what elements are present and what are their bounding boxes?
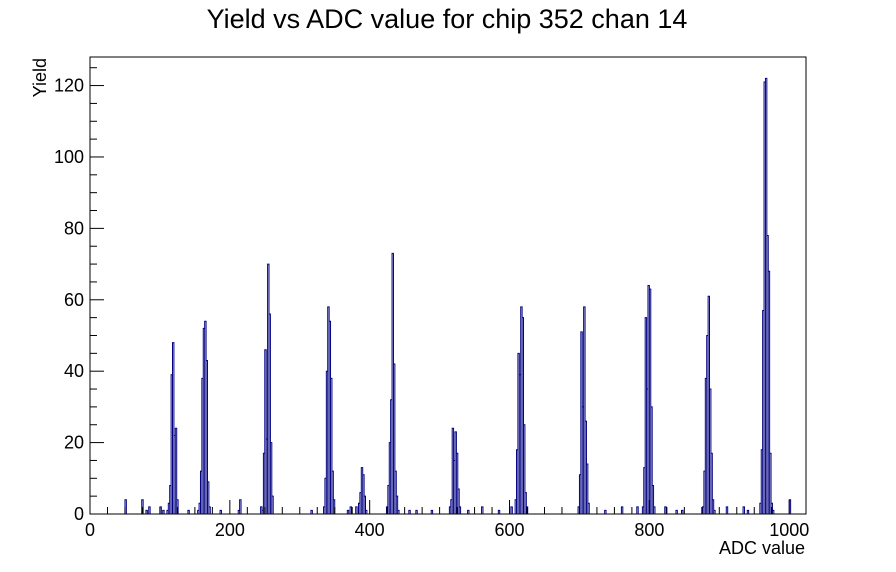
x-tick-label: 200 [215, 520, 245, 540]
chart-title: Yield vs ADC value for chip 352 chan 14 [207, 4, 688, 34]
x-tick-label: 800 [634, 520, 664, 540]
histogram-line-group [124, 77, 792, 514]
x-tick-label: 400 [355, 520, 385, 540]
y-tick-label: 0 [74, 504, 84, 524]
y-axis-label: Yield [30, 58, 50, 97]
y-tick-label: 120 [54, 76, 84, 96]
x-tick-label: 0 [85, 520, 95, 540]
y-tick-label: 80 [64, 218, 84, 238]
x-tick-label: 1000 [769, 520, 809, 540]
y-tick-label: 60 [64, 290, 84, 310]
y-tick-label: 100 [54, 147, 84, 167]
x-axis-label: ADC value [719, 538, 805, 558]
x-tick-label: 600 [495, 520, 525, 540]
plot-frame [89, 56, 807, 515]
y-tick-label: 20 [64, 433, 84, 453]
axis-ticks-group: 0 200 400 600 800 1000 0 20 40 60 80 100 120 [54, 67, 809, 540]
histogram-outline [124, 77, 792, 514]
y-tick-label: 40 [64, 361, 84, 381]
